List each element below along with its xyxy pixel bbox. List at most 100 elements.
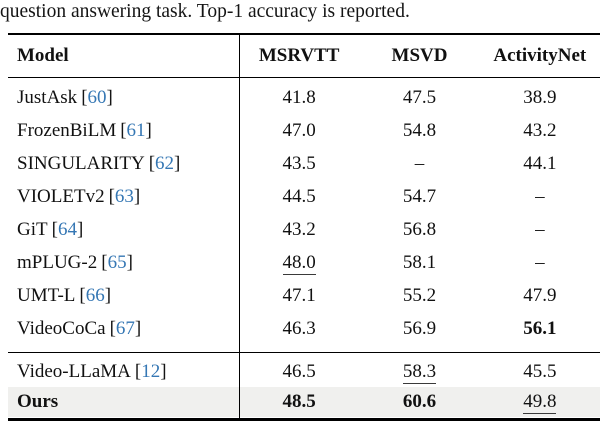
model-cell: mPLUG-2 [65] [8,252,239,274]
cite-bracket-close: ] [106,86,113,108]
table-footer: Video-LLaMA [12] 46.5 58.3 45.5 Ours 48.5… [8,353,600,418]
metric-cell-msvd: 60.6 [359,391,479,413]
metric-cell-msrvtt: 47.0 [282,119,316,141]
bold-value: 60.6 [402,391,437,412]
metric-cell-msrvtt: 46.3 [282,317,316,339]
citation-link[interactable]: 12 [141,361,161,382]
citation-link[interactable]: 66 [85,284,105,306]
bold-value: 56.1 [523,317,557,339]
citation-link[interactable]: 63 [114,185,134,207]
citation-link[interactable]: 64 [57,218,77,240]
cite-bracket-open: [ [120,119,127,141]
metric-cell-activitynet: 47.9 [523,284,557,306]
cite-bracket-open: [ [51,218,58,240]
table-row: FrozenBiLM [61] 47.0 54.8 43.2 [8,114,600,147]
table-body: JustAsk [60] 41.8 47.5 38.9 FrozenBiLM [61… [8,78,600,352]
citation-link[interactable]: 60 [87,86,107,108]
model-name: Video-LLaMA [17,361,131,382]
header-model: Model [17,45,69,66]
metric-cell-msvd: 47.5 [402,86,437,108]
cite-bracket-open: [ [108,185,115,207]
citation-link[interactable]: 62 [155,152,175,174]
model-name: SINGULARITY [17,152,145,174]
citation-link[interactable]: 65 [107,251,127,273]
metric-cell-activitynet: – [535,218,545,240]
citation-link[interactable]: 67 [115,317,135,339]
table-row-ours-highlighted: Ours 48.5 60.6 49.8 [8,387,600,417]
metric-cell-msvd: 54.8 [402,119,437,141]
underlined-value: 48.0 [282,251,316,275]
cite-bracket-close: ] [145,119,152,141]
model-name: GiT [17,218,48,240]
metric-cell-msvd: 56.8 [402,218,437,240]
metric-cell-activitynet: 49.8 [480,391,600,414]
table-row: GiT [64] 43.2 56.8 – [8,213,600,246]
model-cell: Video-LLaMA [12] [8,361,239,383]
cite-bracket-open: [ [148,152,156,174]
metric-cell-msrvtt: 48.5 [239,391,359,413]
model-cell: FrozenBiLM [61] [8,120,239,142]
table-row: VideoCoCa [67] 46.3 56.9 56.1 [8,312,600,345]
header-msrvtt: MSRVTT [258,45,340,66]
citation-link[interactable]: 61 [126,119,146,141]
model-name: FrozenBiLM [17,119,117,141]
table-row: JustAsk [60] 41.8 47.5 38.9 [8,81,600,114]
metric-cell-msrvtt: 48.0 [239,251,359,275]
cite-bracket-close: ] [104,284,112,306]
metric-cell-activitynet: 38.9 [523,86,557,108]
cite-bracket-close: ] [174,152,181,174]
cite-bracket-open: [ [109,317,116,339]
metric-cell-msrvtt: 41.8 [282,86,316,108]
metric-cell-activitynet: 56.1 [480,318,600,340]
metric-cell-msrvtt: 43.2 [282,218,316,240]
table-row: Video-LLaMA [12] 46.5 58.3 45.5 [8,357,600,387]
model-cell: Ours [17,391,59,412]
metric-cell-activitynet: – [535,251,545,273]
header-activitynet: ActivityNet [493,45,587,66]
cite-bracket-close: ] [126,251,133,273]
table-row: mPLUG-2 [65] 48.0 58.1 – [8,246,600,279]
metric-cell-msvd: 55.2 [402,284,437,306]
table-row: VIOLETv2 [63] 44.5 54.7 – [8,180,600,213]
cite-bracket-close: ] [134,317,142,339]
model-cell: SINGULARITY [62] [8,153,239,175]
model-cell: UMT-L [66] [8,285,239,307]
cite-bracket-open: [ [134,361,142,382]
table-bottom-rule [8,418,600,421]
underlined-value: 49.8 [523,391,557,414]
metric-cell-msvd: – [414,152,425,174]
metric-cell-activitynet: 43.2 [523,119,557,141]
metric-cell-msvd: 58.1 [402,251,437,273]
column-divider-line [239,33,240,421]
table-header-row: Model MSRVTT MSVD ActivityNet [8,35,600,77]
cite-bracket-close: ] [76,218,84,240]
model-name: VIOLETv2 [17,185,105,207]
model-name: VideoCoCa [17,317,106,339]
model-name: UMT-L [17,284,76,306]
table-caption: question answering task. Top-1 accuracy … [0,1,410,22]
metric-cell-msrvtt: 43.5 [282,152,316,174]
model-cell: VideoCoCa [67] [8,318,239,340]
model-cell: JustAsk [60] [8,87,239,109]
cite-bracket-open: [ [101,251,108,273]
model-name: mPLUG-2 [17,251,98,273]
cite-bracket-open: [ [81,86,88,108]
cite-bracket-close: ] [133,185,141,207]
model-name: JustAsk [17,86,78,108]
metric-cell-msvd: 56.9 [402,317,437,339]
table-top-rule [8,33,600,35]
model-cell: VIOLETv2 [63] [8,186,239,208]
metric-cell-activitynet: 45.5 [523,361,557,382]
metric-cell-msvd: 58.3 [359,361,479,384]
metric-cell-msvd: 54.7 [402,185,437,207]
cite-bracket-close: ] [160,361,167,382]
section-rule [8,352,600,353]
underlined-value: 58.3 [402,361,437,384]
cite-bracket-open: [ [79,284,86,306]
metric-cell-activitynet: 44.1 [523,152,557,174]
table-row: UMT-L [66] 47.1 55.2 47.9 [8,279,600,312]
metric-cell-msrvtt: 47.1 [282,284,316,306]
metric-cell-msrvtt: 44.5 [282,185,316,207]
table-row: SINGULARITY [62] 43.5 – 44.1 [8,147,600,180]
